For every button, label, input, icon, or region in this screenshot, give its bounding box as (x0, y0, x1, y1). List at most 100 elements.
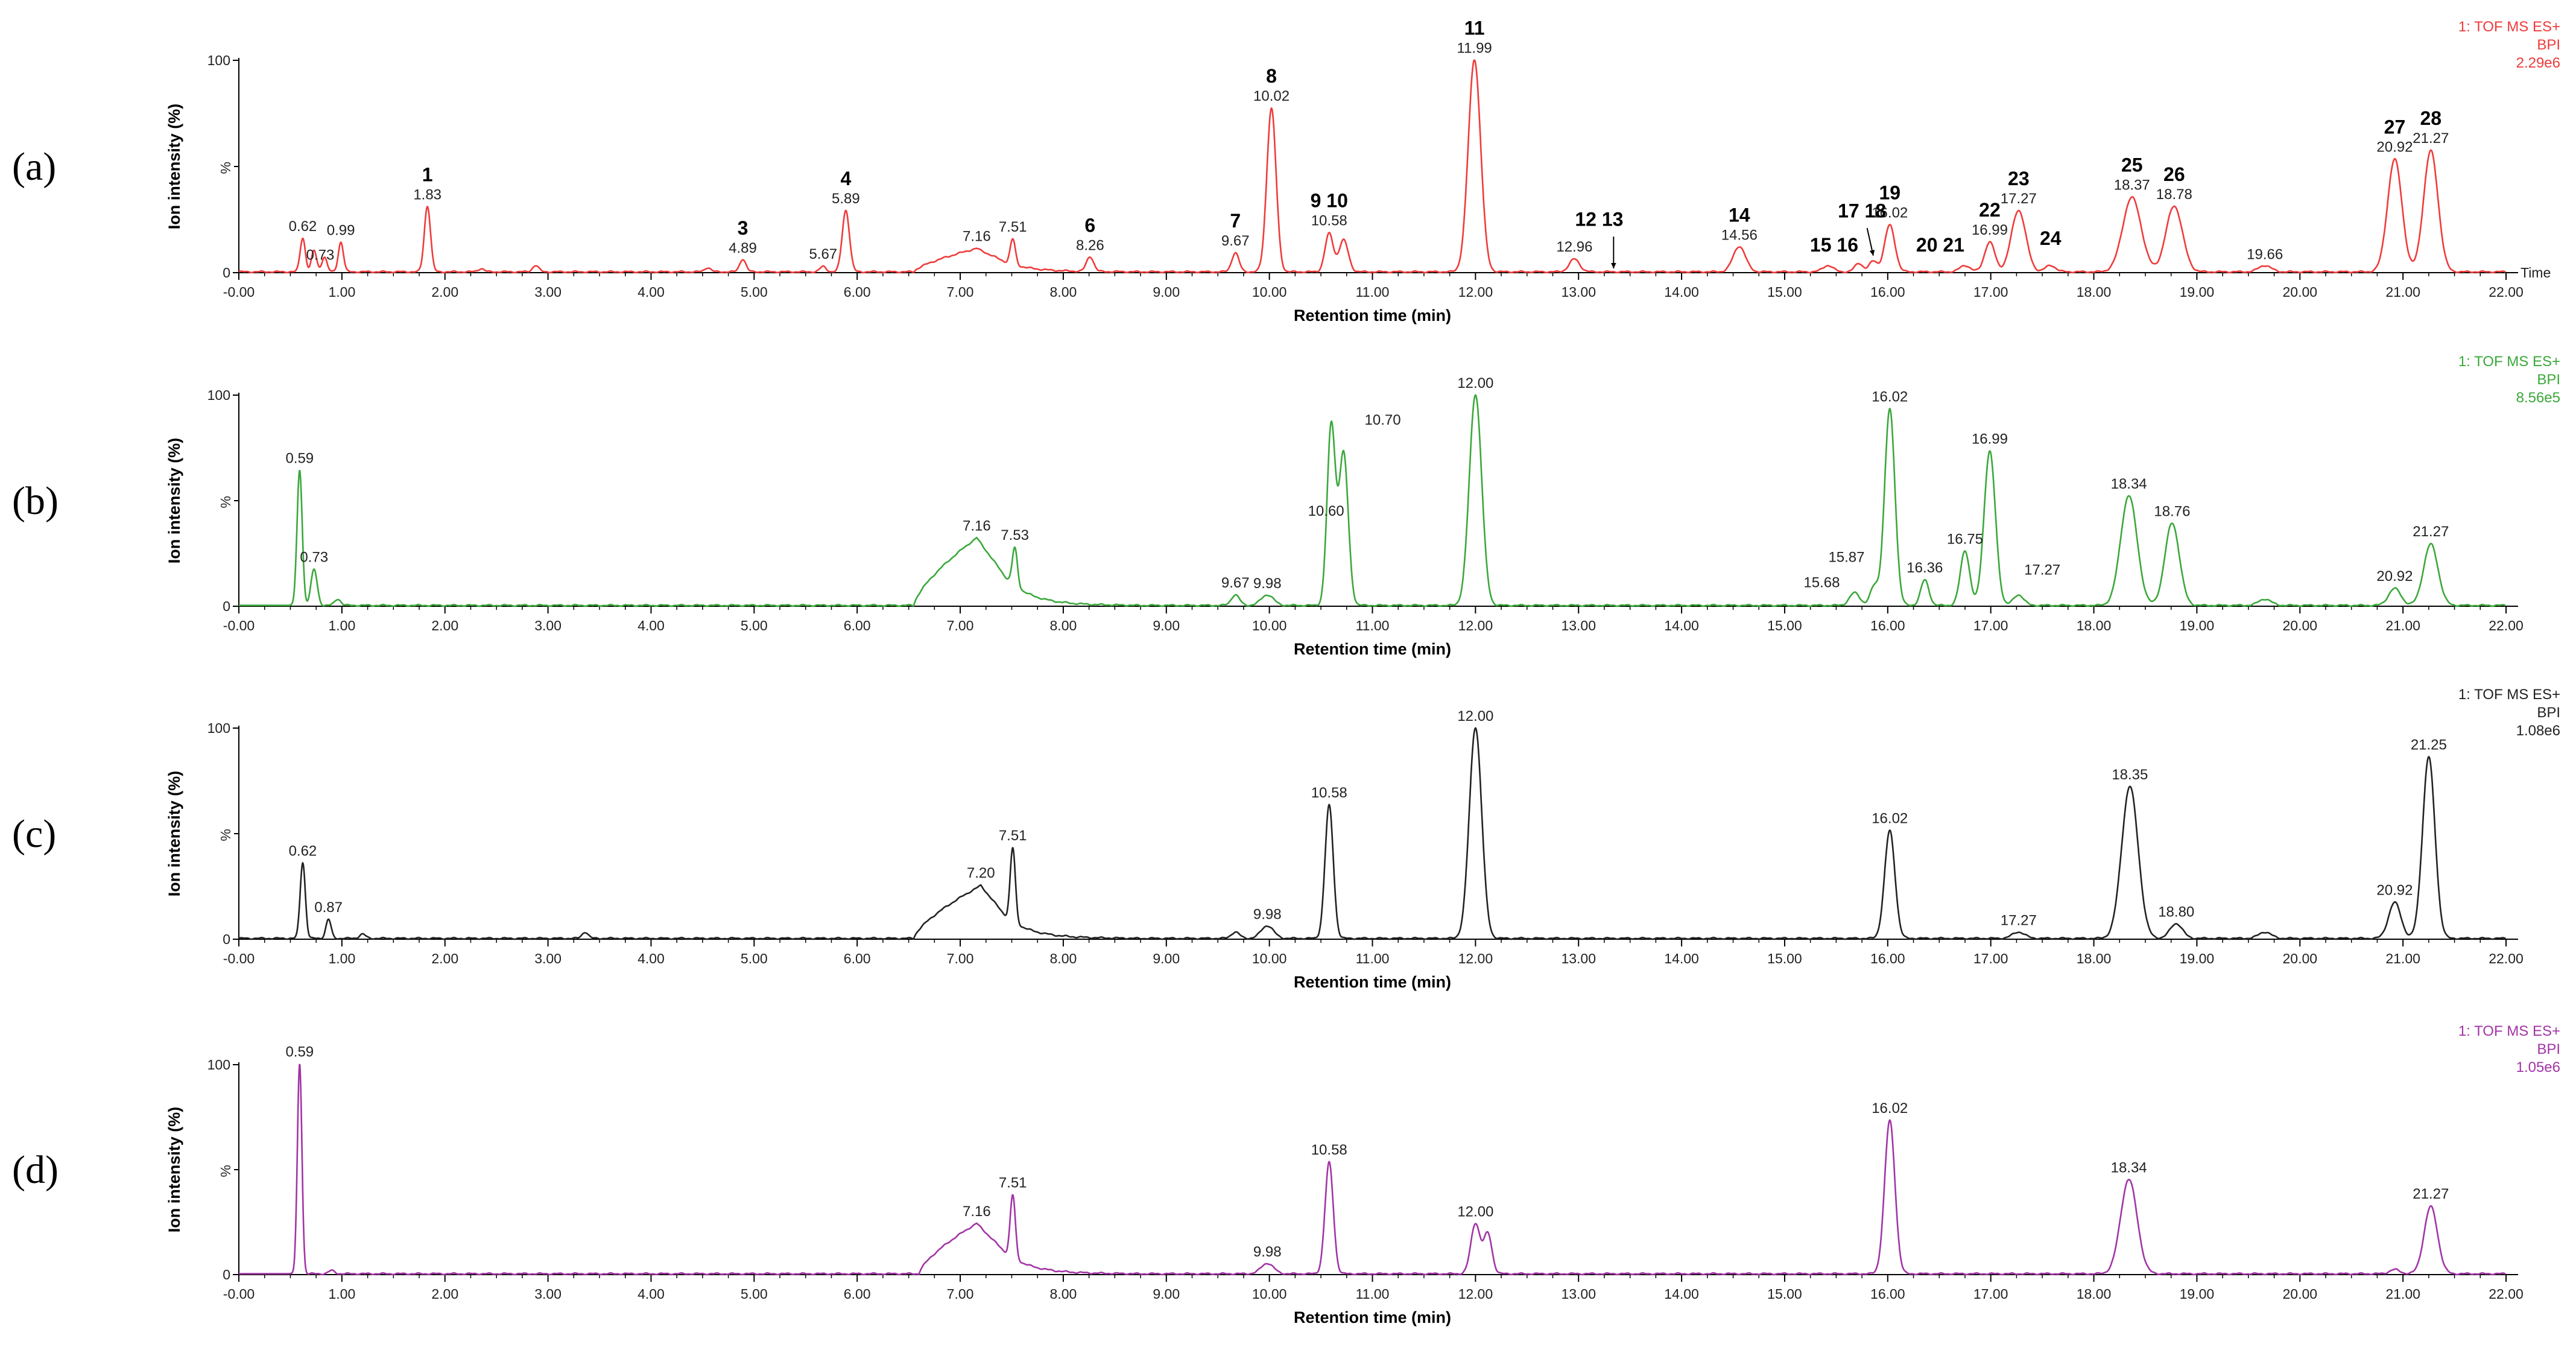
trace-info-line: 1.05e6 (2516, 1059, 2560, 1076)
x-tick-label: 5.00 (741, 951, 768, 966)
x-tick-label: 6.00 (844, 951, 871, 966)
y-tick-label: 0 (223, 265, 230, 280)
x-tick-label: -0.00 (223, 284, 255, 300)
peak-rt-label: 18.78 (2156, 186, 2192, 203)
peak-rt-label: 7.53 (1001, 527, 1029, 543)
y-tick-label: 0 (223, 1267, 230, 1282)
x-tick-label: 16.00 (1870, 1286, 1905, 1302)
compound-number-label: 23 (2008, 168, 2030, 189)
x-tick-label: 5.00 (741, 618, 768, 633)
peak-rt-label: 16.02 (1872, 204, 1908, 221)
time-axis-label: Time (2521, 265, 2551, 280)
x-tick-label: 7.00 (947, 618, 974, 633)
x-tick-label: 7.00 (947, 951, 974, 966)
x-tick-label: 9.00 (1153, 1286, 1180, 1302)
peak-rt-label: 10.60 (1308, 503, 1344, 519)
x-tick-label: 12.00 (1458, 284, 1493, 300)
x-tick-label: 11.00 (1356, 951, 1390, 966)
y-axis-title: Ion intensity (%) (165, 438, 183, 564)
x-tick-label: 15.00 (1767, 951, 1802, 966)
peak-rt-label: 0.62 (289, 218, 317, 235)
x-tick-label: 10.00 (1252, 951, 1287, 966)
y-percent-label: % (218, 829, 233, 841)
peak-rt-label: 18.80 (2158, 904, 2194, 920)
trace-info-line: 8.56e5 (2516, 390, 2560, 406)
compound-number-label: 17 18 (1838, 200, 1886, 221)
peak-rt-label: 7.16 (963, 518, 991, 534)
x-tick-label: 18.00 (2077, 284, 2112, 300)
x-tick-label: 3.00 (534, 1286, 562, 1302)
peak-rt-label: 10.58 (1311, 1142, 1347, 1158)
x-tick-label: 12.00 (1458, 1286, 1493, 1302)
panel-label: (b) (12, 479, 59, 523)
x-axis-title: Retention time (min) (1294, 306, 1451, 325)
x-tick-label: 1.00 (328, 1286, 355, 1302)
trace-info-line: 1: TOF MS ES+ (2458, 19, 2560, 35)
peak-rt-label: 16.99 (1972, 222, 2008, 238)
x-tick-label: 12.00 (1458, 951, 1493, 966)
y-axis-title: Ion intensity (%) (165, 771, 183, 897)
x-tick-label: -0.00 (223, 951, 255, 966)
peak-rt-label: 15.87 (1828, 550, 1864, 566)
peak-rt-label: 14.56 (1721, 227, 1758, 244)
peak-rt-label: 10.70 (1365, 412, 1401, 428)
x-tick-label: 21.00 (2385, 951, 2420, 966)
peak-rt-label: 0.62 (289, 843, 317, 859)
x-tick-label: 11.00 (1356, 1286, 1390, 1302)
compound-number-label: 8 (1266, 65, 1277, 87)
x-tick-label: 16.00 (1870, 951, 1905, 966)
x-tick-label: 22.00 (2489, 618, 2524, 633)
peak-rt-label: 12.00 (1457, 375, 1493, 391)
peak-rt-label: 7.16 (963, 229, 991, 245)
x-tick-label: 18.00 (2077, 1286, 2112, 1302)
peak-rt-label: 18.76 (2154, 503, 2190, 519)
compound-number-label: 15 16 (1810, 234, 1858, 256)
trace-info-line: BPI (2537, 372, 2560, 388)
peak-rt-label: 5.67 (809, 246, 837, 262)
peak-rt-label: 18.34 (2111, 1159, 2147, 1176)
compound-number-label: 19 (1879, 182, 1900, 203)
x-tick-label: 17.00 (1973, 284, 2008, 300)
peak-rt-label: 7.20 (967, 865, 995, 881)
x-tick-label: 19.00 (2180, 1286, 2215, 1302)
peak-rt-label: 0.59 (285, 451, 314, 467)
peak-rt-label: 7.51 (999, 828, 1027, 844)
x-tick-label: 8.00 (1050, 951, 1077, 966)
x-tick-label: 2.00 (431, 951, 458, 966)
x-tick-label: 2.00 (431, 618, 458, 633)
x-tick-label: 8.00 (1050, 1286, 1077, 1302)
x-tick-label: 20.00 (2282, 951, 2317, 966)
x-tick-label: 11.00 (1356, 284, 1390, 300)
panel-label: (d) (12, 1148, 59, 1192)
x-tick-label: 14.00 (1664, 618, 1699, 633)
peak-rt-label: 7.51 (999, 219, 1027, 235)
x-tick-label: 22.00 (2489, 1286, 2524, 1302)
peak-rt-label: 7.51 (999, 1175, 1027, 1191)
x-tick-label: 15.00 (1767, 618, 1802, 633)
chart-panel-1: (a) Ion intensity (%) 0 100% -0.00 1.00 2.00 3.… (12, 17, 2560, 325)
peak-rt-label: 10.58 (1311, 212, 1347, 229)
compound-number-label: 1 (422, 163, 433, 185)
compound-number-label: 24 (2040, 227, 2062, 249)
trace-info-line: 1.08e6 (2516, 723, 2560, 739)
x-tick-label: 17.00 (1973, 951, 2008, 966)
peak-rt-label: 4.89 (729, 240, 757, 256)
x-tick-label: -0.00 (223, 1286, 255, 1302)
trace-info-line: 2.29e6 (2516, 55, 2560, 71)
peak-rt-label: 16.99 (1972, 431, 2008, 448)
x-tick-label: 4.00 (638, 284, 665, 300)
x-tick-label: 18.00 (2077, 618, 2112, 633)
x-tick-label: 15.00 (1767, 1286, 1802, 1302)
peak-rt-label: 16.02 (1872, 388, 1908, 405)
peak-rt-label: 18.35 (2112, 767, 2148, 783)
x-tick-label: 11.00 (1356, 618, 1390, 633)
x-axis-title: Retention time (min) (1294, 640, 1451, 658)
peak-rt-label: 12.96 (1556, 239, 1592, 255)
chromatogram-trace (238, 394, 2506, 607)
peak-rt-label: 18.37 (2114, 177, 2150, 193)
x-tick-label: 17.00 (1973, 618, 2008, 633)
chromatogram-trace (238, 727, 2506, 940)
compound-number-label: 9 10 (1311, 189, 1348, 211)
x-tick-label: 10.00 (1252, 618, 1287, 633)
